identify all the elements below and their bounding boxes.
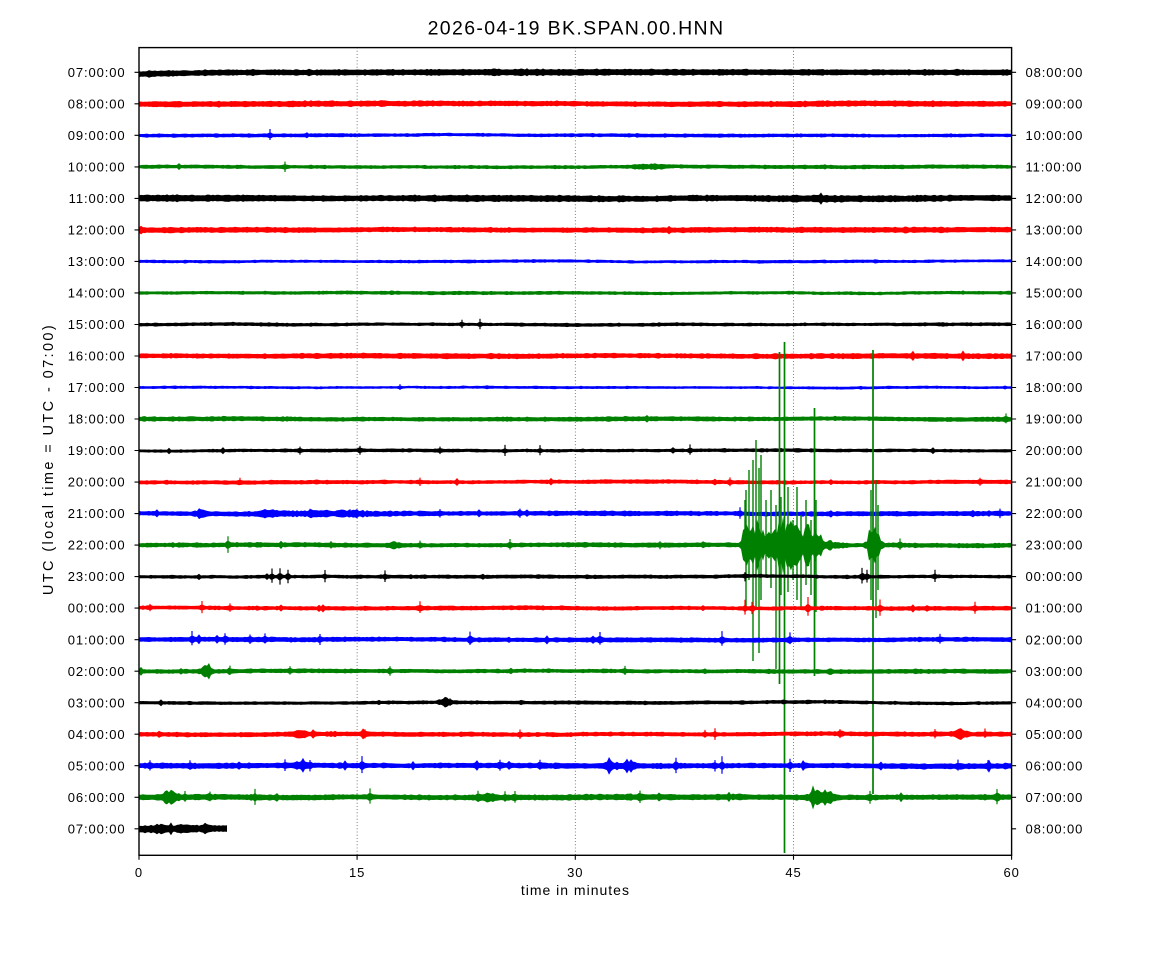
svg-text:07:00:00: 07:00:00 — [68, 65, 126, 80]
svg-text:0: 0 — [135, 865, 143, 880]
svg-text:05:00:00: 05:00:00 — [1026, 727, 1084, 742]
svg-text:08:00:00: 08:00:00 — [1026, 821, 1084, 836]
svg-text:19:00:00: 19:00:00 — [1026, 412, 1084, 427]
svg-text:21:00:00: 21:00:00 — [68, 506, 126, 521]
svg-text:02:00:00: 02:00:00 — [1026, 632, 1084, 647]
svg-text:09:00:00: 09:00:00 — [1026, 96, 1084, 111]
svg-text:22:00:00: 22:00:00 — [1026, 506, 1084, 521]
svg-text:2026-04-19 BK.SPAN.00.HNN: 2026-04-19 BK.SPAN.00.HNN — [428, 18, 725, 40]
svg-text:18:00:00: 18:00:00 — [1026, 380, 1084, 395]
svg-text:14:00:00: 14:00:00 — [1026, 254, 1084, 269]
svg-text:21:00:00: 21:00:00 — [1026, 475, 1084, 490]
svg-text:03:00:00: 03:00:00 — [68, 695, 126, 710]
svg-text:08:00:00: 08:00:00 — [1026, 65, 1084, 80]
svg-text:01:00:00: 01:00:00 — [1026, 601, 1084, 616]
svg-text:13:00:00: 13:00:00 — [1026, 223, 1084, 238]
svg-text:04:00:00: 04:00:00 — [68, 727, 126, 742]
svg-text:20:00:00: 20:00:00 — [68, 475, 126, 490]
svg-text:60: 60 — [1003, 865, 1019, 880]
svg-text:23:00:00: 23:00:00 — [1026, 538, 1084, 553]
svg-text:01:00:00: 01:00:00 — [68, 632, 126, 647]
svg-text:13:00:00: 13:00:00 — [68, 254, 126, 269]
svg-text:07:00:00: 07:00:00 — [1026, 790, 1084, 805]
svg-text:12:00:00: 12:00:00 — [1026, 191, 1084, 206]
svg-text:10:00:00: 10:00:00 — [68, 160, 126, 175]
svg-text:05:00:00: 05:00:00 — [68, 758, 126, 773]
svg-text:23:00:00: 23:00:00 — [68, 569, 126, 584]
svg-text:00:00:00: 00:00:00 — [68, 601, 126, 616]
svg-text:08:00:00: 08:00:00 — [68, 96, 126, 111]
svg-text:09:00:00: 09:00:00 — [68, 128, 126, 143]
svg-text:10:00:00: 10:00:00 — [1026, 128, 1084, 143]
svg-text:15:00:00: 15:00:00 — [1026, 286, 1084, 301]
svg-text:04:00:00: 04:00:00 — [1026, 695, 1084, 710]
svg-text:16:00:00: 16:00:00 — [1026, 317, 1084, 332]
svg-text:16:00:00: 16:00:00 — [68, 349, 126, 364]
svg-text:22:00:00: 22:00:00 — [68, 538, 126, 553]
svg-text:45: 45 — [785, 865, 801, 880]
svg-text:30: 30 — [567, 865, 583, 880]
svg-text:17:00:00: 17:00:00 — [1026, 349, 1084, 364]
svg-text:20:00:00: 20:00:00 — [1026, 443, 1084, 458]
svg-text:time in minutes: time in minutes — [521, 882, 630, 898]
svg-text:12:00:00: 12:00:00 — [68, 223, 126, 238]
svg-text:18:00:00: 18:00:00 — [68, 412, 126, 427]
svg-text:02:00:00: 02:00:00 — [68, 664, 126, 679]
svg-text:14:00:00: 14:00:00 — [68, 286, 126, 301]
svg-text:03:00:00: 03:00:00 — [1026, 664, 1084, 679]
svg-text:11:00:00: 11:00:00 — [1026, 160, 1083, 175]
svg-text:07:00:00: 07:00:00 — [68, 821, 126, 836]
svg-text:15: 15 — [349, 865, 365, 880]
svg-text:06:00:00: 06:00:00 — [1026, 758, 1084, 773]
svg-text:15:00:00: 15:00:00 — [68, 317, 126, 332]
svg-text:00:00:00: 00:00:00 — [1026, 569, 1084, 584]
svg-text:06:00:00: 06:00:00 — [68, 790, 126, 805]
svg-text:19:00:00: 19:00:00 — [68, 443, 126, 458]
svg-text:17:00:00: 17:00:00 — [68, 380, 126, 395]
svg-text:UTC (local time = UTC - 07:00): UTC (local time = UTC - 07:00) — [41, 323, 57, 595]
svg-text:11:00:00: 11:00:00 — [69, 191, 126, 206]
